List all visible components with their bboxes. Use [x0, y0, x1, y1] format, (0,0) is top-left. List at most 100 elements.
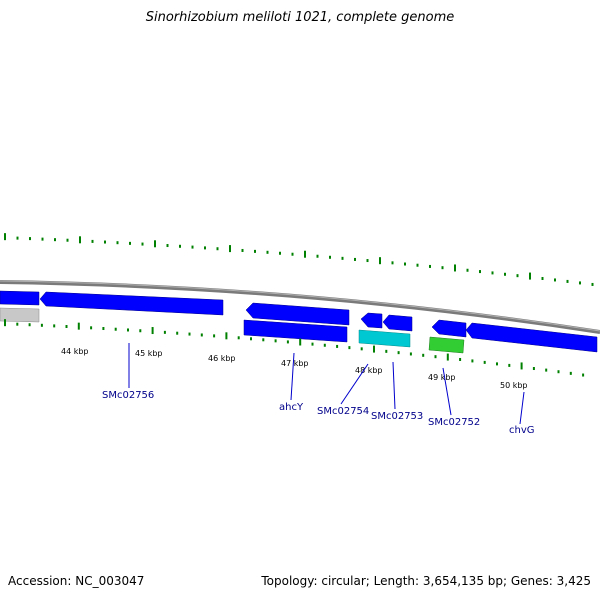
- minor-tick: [286, 340, 289, 344]
- minor-tick: [397, 351, 400, 355]
- major-tick: [154, 240, 156, 248]
- gene-arrow: [431, 319, 467, 338]
- gene-block: [358, 329, 411, 348]
- minor-tick: [591, 282, 594, 286]
- minor-tick: [532, 367, 535, 371]
- minor-tick: [91, 239, 94, 243]
- minor-tick: [116, 241, 119, 245]
- minor-tick: [323, 343, 326, 347]
- minor-tick: [508, 363, 511, 367]
- gene-label: SMc02756: [102, 390, 154, 401]
- gene-label: chvG: [509, 425, 535, 436]
- reverse-genes: [0, 307, 465, 354]
- minor-tick: [188, 332, 191, 336]
- minor-tick: [483, 360, 486, 364]
- gene-arrow: [465, 322, 598, 353]
- scale-tick-label: 48 kbp: [355, 366, 383, 375]
- minor-tick: [416, 263, 419, 267]
- minor-tick: [409, 352, 412, 356]
- minor-tick: [579, 281, 581, 285]
- minor-tick: [104, 240, 106, 244]
- minor-tick: [54, 238, 56, 242]
- minor-tick: [291, 252, 294, 256]
- minor-tick: [41, 237, 44, 241]
- minor-tick: [466, 268, 469, 272]
- minor-tick: [516, 274, 519, 278]
- minor-tick: [216, 247, 219, 251]
- minor-tick: [102, 327, 105, 331]
- minor-tick: [311, 342, 314, 346]
- gene-arrow: [382, 314, 413, 332]
- minor-tick: [354, 257, 356, 261]
- major-tick: [229, 245, 231, 253]
- genome-backbone-highlight: [0, 280, 600, 332]
- minor-tick: [557, 370, 560, 374]
- minor-tick: [569, 371, 572, 375]
- minor-tick: [360, 347, 363, 351]
- major-tick: [379, 257, 381, 265]
- minor-tick: [254, 249, 256, 253]
- major-tick: [225, 332, 228, 340]
- gene-arrow: [245, 302, 350, 326]
- gene-arrow: [0, 290, 40, 306]
- minor-tick: [329, 255, 331, 259]
- minor-tick: [166, 244, 169, 248]
- gene-block: [0, 307, 40, 323]
- minor-tick: [366, 259, 369, 263]
- minor-tick: [66, 238, 69, 242]
- major-tick: [520, 362, 523, 370]
- minor-tick: [422, 353, 425, 357]
- leader-line: [519, 391, 525, 425]
- minor-tick: [336, 344, 339, 348]
- gene-arrow: [39, 291, 224, 316]
- leader-line: [340, 363, 369, 405]
- minor-tick: [40, 323, 43, 327]
- minor-tick: [429, 264, 431, 268]
- minor-tick: [274, 339, 277, 343]
- minor-tick: [200, 333, 203, 337]
- forward-genes: [0, 290, 598, 353]
- map-title: Sinorhizobium meliloti 1021, complete ge…: [145, 10, 455, 25]
- minor-tick: [141, 242, 144, 246]
- leader-line: [392, 361, 396, 410]
- minor-tick: [348, 346, 351, 350]
- major-tick: [77, 322, 80, 330]
- lower-dot-track: [4, 319, 585, 377]
- minor-tick: [385, 349, 388, 353]
- major-tick: [4, 233, 6, 241]
- minor-tick: [179, 244, 181, 248]
- leader-line: [442, 367, 452, 416]
- minor-tick: [29, 237, 31, 241]
- major-tick: [454, 264, 456, 272]
- minor-tick: [163, 330, 166, 334]
- minor-tick: [262, 338, 265, 342]
- minor-tick: [504, 272, 506, 276]
- minor-tick: [471, 359, 474, 363]
- genome-backbone: [0, 280, 600, 334]
- minor-tick: [404, 262, 406, 266]
- minor-tick: [90, 326, 93, 330]
- minor-tick: [65, 325, 68, 329]
- minor-tick: [566, 279, 569, 283]
- scale-tick-label: 47 kbp: [281, 359, 309, 368]
- minor-tick: [341, 256, 344, 260]
- scale-tick-label: 45 kbp: [135, 349, 163, 358]
- minor-tick: [316, 254, 319, 258]
- scale-tick-label: 49 kbp: [428, 373, 456, 382]
- major-tick: [373, 345, 375, 353]
- minor-tick: [266, 250, 269, 254]
- minor-tick: [554, 278, 556, 282]
- minor-tick: [250, 337, 252, 341]
- minor-tick: [582, 373, 585, 377]
- scale-labels: 44 kbp 45 kbp 46 kbp 47 kbp 48 kbp 49 kb…: [61, 347, 528, 390]
- minor-tick: [241, 248, 244, 252]
- leader-line: [290, 352, 295, 401]
- minor-tick: [28, 323, 31, 327]
- minor-tick: [127, 328, 129, 332]
- minor-tick: [434, 355, 437, 359]
- minor-tick: [545, 368, 548, 372]
- topology-text: Topology: circular; Length: 3,654,135 bp…: [261, 574, 591, 588]
- label-leaders: [128, 343, 525, 425]
- minor-tick: [479, 270, 481, 274]
